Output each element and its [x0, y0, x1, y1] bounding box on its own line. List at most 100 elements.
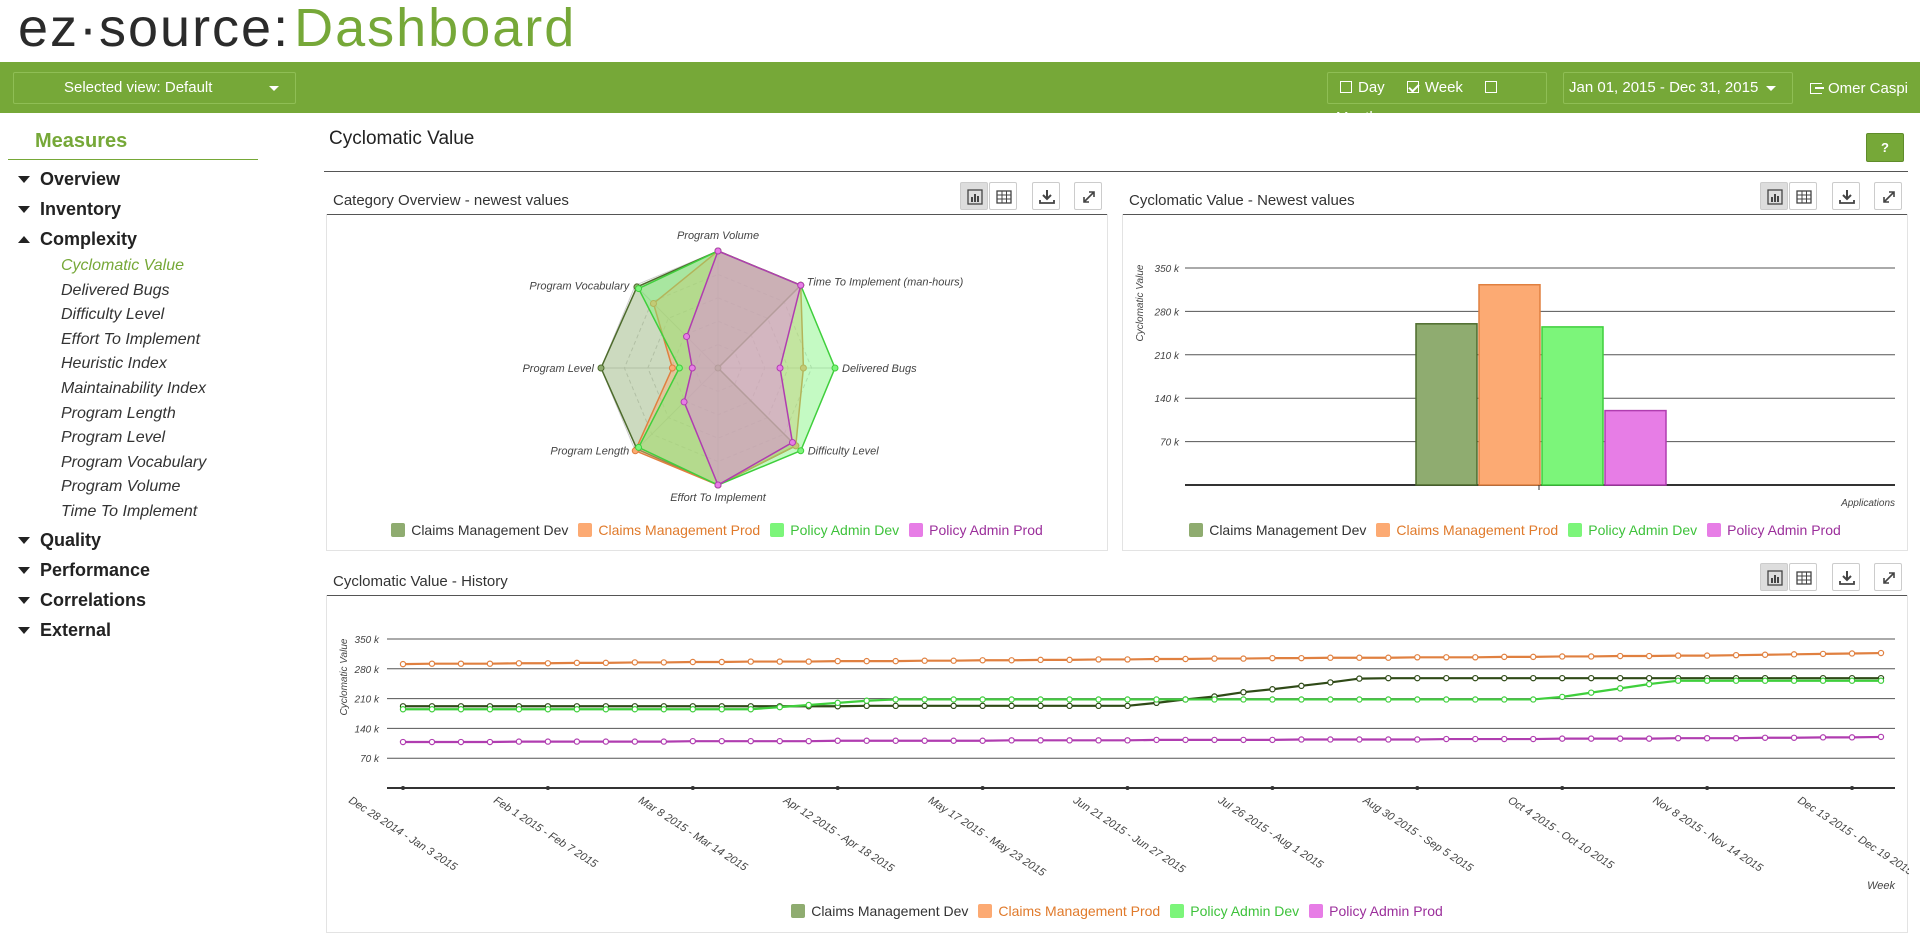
sidebar-item-effort-to-implement[interactable]: Effort To Implement	[61, 330, 201, 348]
legend-item[interactable]: Claims Management Prod	[1376, 522, 1558, 538]
sidebar-group-quality[interactable]: Quality	[8, 525, 258, 555]
legend-item[interactable]: Claims Management Dev	[1189, 522, 1366, 538]
line-x-tick-label: May 17 2015 - May 23 2015	[926, 794, 1048, 879]
sidebar-item-maintainability-index[interactable]: Maintainability Index	[61, 379, 206, 397]
sidebar-item-program-length[interactable]: Program Length	[61, 404, 176, 422]
sidebar-group-overview[interactable]: Overview	[8, 164, 258, 194]
sidebar-group-correlations[interactable]: Correlations	[8, 585, 258, 615]
line-point	[1443, 696, 1450, 703]
sidebar-group-external[interactable]: External	[8, 615, 258, 645]
line-point	[921, 702, 928, 710]
line-point	[1645, 680, 1653, 688]
line-x-tick	[1705, 786, 1710, 790]
line-point	[457, 660, 465, 667]
line-point	[1356, 696, 1363, 703]
legend-item[interactable]: Claims Management Dev	[791, 903, 968, 919]
legend-item[interactable]: Policy Admin Dev	[1568, 522, 1697, 538]
line-point	[1616, 685, 1624, 692]
line-point	[1645, 652, 1653, 660]
radar-point	[668, 364, 676, 372]
line-point	[1819, 677, 1827, 684]
sidebar-item-delivered-bugs[interactable]: Delivered Bugs	[61, 281, 170, 299]
line-point	[544, 706, 552, 713]
line-point	[1385, 696, 1392, 703]
line-point	[1645, 674, 1653, 682]
legend-label: Policy Admin Dev	[790, 522, 900, 538]
month-checkbox[interactable]	[1485, 81, 1498, 93]
panel-divider	[327, 595, 1907, 596]
line-point	[1298, 654, 1305, 662]
sidebar-item-program-level[interactable]: Program Level	[61, 429, 166, 447]
line-point	[1443, 735, 1450, 743]
sidebar-item-difficulty-level[interactable]: Difficulty Level	[61, 306, 165, 324]
logout-icon[interactable]	[1810, 83, 1824, 94]
legend-item[interactable]: Claims Management Prod	[578, 522, 760, 538]
radar-spoke	[634, 367, 719, 452]
line-x-tick-label: Dec 28 2014 - Jan 3 2015	[346, 794, 459, 873]
sidebar-item-time-to-implement[interactable]: Time To Implement	[61, 502, 198, 520]
line-point	[1327, 736, 1334, 743]
chart-view-button[interactable]	[1760, 182, 1788, 210]
day-label: Day	[1358, 79, 1385, 96]
legend-swatch	[1309, 904, 1324, 918]
line-point	[834, 699, 841, 707]
line-point	[1616, 674, 1624, 682]
legend-swatch	[1707, 523, 1722, 537]
expand-button[interactable]	[1874, 563, 1902, 591]
legend-item[interactable]: Policy Admin Prod	[1309, 903, 1443, 919]
sidebar: Measures Overview Inventory Complexity Cycl…	[8, 128, 258, 645]
download-button[interactable]	[1832, 182, 1860, 210]
sidebar-group-performance[interactable]: Performance	[8, 555, 258, 585]
line-x-tick	[545, 786, 550, 790]
line-point	[892, 696, 899, 703]
legend-item[interactable]: Policy Admin Prod	[1707, 522, 1841, 538]
legend-item[interactable]: Policy Admin Prod	[909, 522, 1043, 538]
help-button[interactable]: ?	[1866, 133, 1904, 162]
line-point	[1037, 696, 1044, 703]
line-point	[689, 737, 697, 745]
sidebar-group-label: Correlations	[40, 589, 147, 610]
line-point	[1414, 696, 1421, 703]
line-point	[805, 658, 812, 665]
line-x-tick	[1125, 786, 1130, 790]
sidebar-group-inventory[interactable]: Inventory	[8, 194, 258, 224]
line-point	[892, 737, 899, 744]
line-point	[1674, 734, 1682, 742]
table-view-button[interactable]	[1789, 182, 1817, 210]
line-point	[631, 738, 639, 745]
legend-item[interactable]: Claims Management Prod	[978, 903, 1160, 919]
legend-item[interactable]: Policy Admin Dev	[770, 522, 899, 538]
legend-label: Claims Management Prod	[598, 522, 761, 538]
chart-view-button[interactable]	[960, 182, 988, 210]
sidebar-item-program-volume[interactable]: Program Volume	[61, 478, 181, 496]
day-checkbox[interactable]	[1340, 81, 1352, 93]
legend-item[interactable]: Claims Management Dev	[391, 522, 568, 538]
download-button[interactable]	[1032, 182, 1060, 210]
chart-view-button[interactable]	[1760, 563, 1788, 591]
table-view-button[interactable]	[1789, 563, 1817, 591]
legend-label: Policy Admin Dev	[1588, 522, 1698, 538]
view-selector[interactable]: Selected view: Default	[13, 72, 296, 104]
line-point	[1819, 650, 1827, 658]
week-checkbox[interactable]	[1406, 81, 1419, 93]
expand-button[interactable]	[1874, 182, 1902, 210]
expand-button[interactable]	[1074, 182, 1102, 210]
download-button[interactable]	[1832, 563, 1860, 591]
sidebar-group-complexity[interactable]: Complexity	[8, 224, 258, 254]
line-point	[950, 696, 957, 703]
user-menu[interactable]: Omer Caspi	[1810, 80, 1908, 97]
line-point	[1790, 651, 1798, 658]
line-point	[1877, 677, 1885, 684]
line-point	[776, 658, 783, 665]
sidebar-item-heuristic-index[interactable]: Heuristic Index	[61, 355, 167, 373]
chart-icon	[967, 189, 983, 205]
table-view-button[interactable]	[989, 182, 1017, 210]
line-point	[1674, 652, 1682, 659]
sidebar-item-program-vocabulary[interactable]: Program Vocabulary	[61, 453, 207, 471]
line-point	[1732, 651, 1740, 659]
legend-item[interactable]: Policy Admin Dev	[1170, 903, 1299, 919]
sidebar-item-cyclomatic-value[interactable]: Cyclomatic Value	[61, 257, 185, 274]
date-range-picker[interactable]: Jan 01, 2015 - Dec 31, 2015	[1563, 72, 1793, 104]
line-point	[428, 706, 436, 713]
radar-axis-label: Difficulty Level	[808, 446, 879, 458]
